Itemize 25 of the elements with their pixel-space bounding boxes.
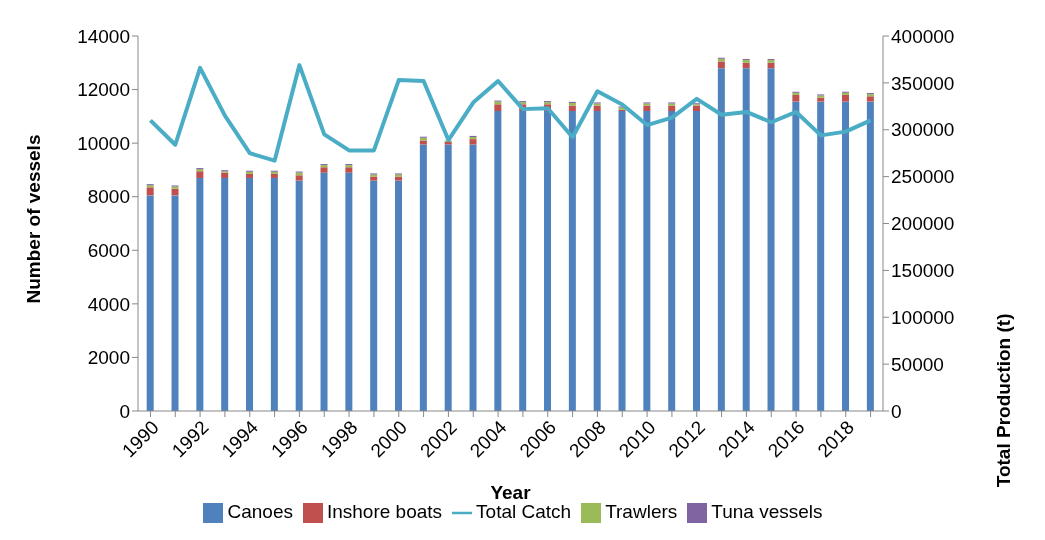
y2-tick-label: 50000 — [891, 353, 944, 375]
y-tick-label: 6000 — [87, 240, 130, 262]
y-tick-label: 4000 — [87, 293, 130, 315]
y-tick-label: 2000 — [87, 347, 130, 369]
y-tick-label: 10000 — [77, 132, 130, 154]
y-tick-label: 0 — [119, 400, 130, 422]
x-axis-title: Year — [490, 482, 532, 503]
y2-tick-label: 100000 — [891, 306, 955, 328]
legend-label: Inshore boats — [326, 501, 443, 522]
y2-tick-label: 400000 — [891, 25, 955, 47]
legend-label: Total Catch — [476, 501, 572, 522]
y-tick-label: 12000 — [77, 79, 130, 101]
y-tick-label: 14000 — [77, 25, 130, 47]
y-axis-title: Number of vessels — [22, 134, 44, 304]
y2-tick-label: 0 — [891, 400, 902, 422]
y2-tick-label: 150000 — [891, 260, 955, 282]
y2-tick-label: 200000 — [891, 213, 955, 235]
y2-tick-label: 300000 — [891, 119, 955, 141]
y2-tick-label: 350000 — [891, 72, 955, 94]
legend-label: Tuna vessels — [711, 501, 823, 522]
y-tick-label: 8000 — [87, 186, 130, 208]
y2-tick-label: 250000 — [891, 166, 955, 188]
legend-label: Trawlers — [605, 501, 678, 522]
y2-axis-title: Total Production (t) — [992, 313, 1014, 488]
legend-label: Canoes — [227, 501, 293, 522]
